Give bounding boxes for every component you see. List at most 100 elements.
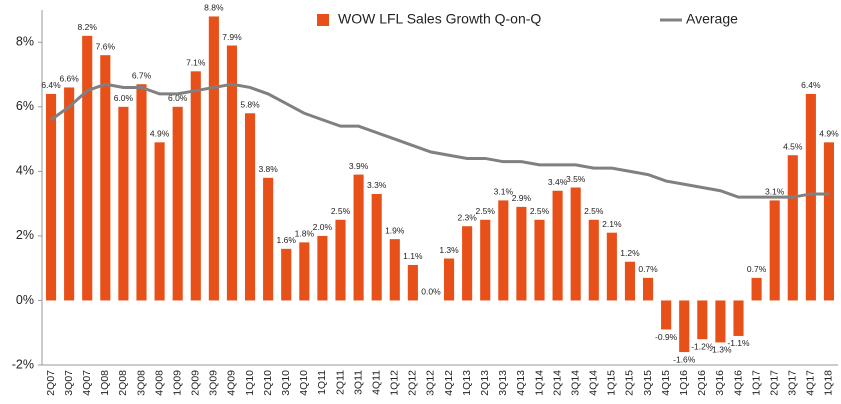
- bar: [244, 113, 256, 301]
- y-tick-label: 0%: [16, 293, 34, 307]
- value-label: 3.4%: [548, 177, 568, 187]
- x-tick-label: 1Q09: [171, 370, 183, 396]
- value-label: 6.4%: [41, 80, 61, 90]
- value-label: 3.1%: [494, 187, 514, 197]
- value-label: -1.1%: [727, 338, 750, 348]
- bar: [172, 106, 183, 301]
- x-tick-label: 3Q17: [787, 370, 799, 396]
- value-label: -1.2%: [691, 341, 714, 351]
- bar: [462, 226, 473, 301]
- value-label: 1.9%: [385, 225, 405, 235]
- y-tick-label: -2%: [12, 357, 34, 371]
- bar: [552, 190, 563, 301]
- bar: [263, 177, 274, 301]
- x-tick-label: 1Q14: [533, 370, 545, 396]
- value-label: 6.0%: [114, 93, 134, 103]
- x-tick-label: 4Q12: [443, 370, 455, 396]
- x-tick-label: 3Q09: [208, 370, 220, 396]
- x-tick-label: 2Q10: [262, 370, 274, 396]
- bar: [624, 261, 636, 301]
- bar: [661, 300, 672, 330]
- y-tick-label: 6%: [16, 99, 34, 113]
- value-label: 3.9%: [349, 161, 369, 171]
- value-label: 4.5%: [783, 141, 803, 151]
- value-label: 0.7%: [638, 264, 658, 274]
- bar: [154, 142, 165, 301]
- bar: [407, 264, 418, 301]
- value-label: 2.0%: [313, 222, 333, 232]
- bar: [371, 193, 382, 301]
- x-tick-label: 4Q13: [515, 370, 527, 396]
- bar: [679, 300, 690, 353]
- value-label: 3.1%: [765, 187, 785, 197]
- value-label: 8.8%: [204, 3, 224, 13]
- x-tick-label: 1Q17: [750, 370, 762, 396]
- bar: [208, 16, 219, 301]
- x-tick-label: 4Q10: [298, 370, 310, 396]
- bar: [299, 242, 310, 301]
- x-tick-label: 3Q11: [352, 370, 364, 395]
- value-label: 6.0%: [168, 93, 188, 103]
- x-tick-label: 1Q11: [316, 370, 328, 395]
- value-label: 4.9%: [150, 129, 170, 139]
- value-label: 2.1%: [602, 219, 622, 229]
- bar: [534, 219, 545, 301]
- bar: [516, 206, 527, 301]
- bar: [353, 174, 364, 301]
- value-label: -1.6%: [673, 354, 696, 364]
- x-tick-label: 4Q11: [370, 370, 382, 395]
- bar: [570, 187, 581, 301]
- x-tick-label: 3Q12: [425, 370, 437, 396]
- legend-label: Average: [686, 11, 738, 27]
- bar: [751, 277, 762, 301]
- value-label: 6.4%: [801, 80, 821, 90]
- x-tick-label: 3Q15: [642, 370, 654, 396]
- x-tick-label: 2Q07: [45, 370, 57, 396]
- x-tick-label: 4Q17: [805, 370, 817, 396]
- y-tick-label: 2%: [16, 228, 34, 242]
- x-tick-label: 2Q17: [768, 370, 780, 396]
- bar: [733, 300, 744, 336]
- x-tick-label: 2Q16: [696, 370, 708, 396]
- bar: [443, 258, 455, 301]
- bar: [335, 219, 346, 301]
- value-label: 6.7%: [132, 70, 152, 80]
- value-label: -0.9%: [655, 332, 678, 342]
- bar: [64, 87, 75, 301]
- bar: [190, 71, 201, 301]
- bar: [389, 239, 400, 301]
- x-tick-label: 2Q14: [551, 370, 563, 396]
- bar: [697, 300, 708, 340]
- bar: [480, 219, 491, 301]
- average-line: [50, 82, 829, 199]
- x-tick-label: 1Q13: [461, 370, 473, 396]
- x-tick-label: 2Q09: [190, 370, 202, 396]
- value-label: 2.9%: [512, 193, 532, 203]
- x-tick-label: 2Q12: [407, 370, 419, 396]
- x-tick-label: 1Q08: [99, 370, 111, 396]
- x-tick-label: 3Q07: [63, 370, 75, 396]
- legend-label: WOW LFL Sales Growth Q-on-Q: [338, 11, 541, 27]
- value-label: 2.3%: [457, 212, 477, 222]
- value-label: 1.8%: [295, 229, 315, 239]
- value-label: 3.3%: [367, 180, 387, 190]
- value-label: 3.5%: [566, 174, 586, 184]
- bar: [226, 45, 238, 301]
- x-tick-label: 3Q13: [497, 370, 509, 396]
- x-tick-label: 2Q15: [624, 370, 636, 396]
- value-label: 8.2%: [78, 22, 98, 32]
- x-tick-label: 1Q12: [389, 370, 401, 396]
- x-tick-label: 4Q09: [226, 370, 238, 396]
- x-tick-label: 3Q08: [135, 370, 147, 396]
- bar: [715, 300, 726, 343]
- x-tick-label: 1Q10: [244, 370, 256, 396]
- bar: [100, 55, 111, 301]
- value-label: 1.3%: [439, 245, 459, 255]
- x-tick-label: 2Q13: [479, 370, 491, 396]
- bar: [787, 155, 798, 301]
- value-label: 2.5%: [331, 206, 351, 216]
- value-label: 4.9%: [819, 129, 839, 139]
- x-tick-label: 3Q10: [280, 370, 292, 396]
- y-tick-label: 8%: [16, 35, 34, 49]
